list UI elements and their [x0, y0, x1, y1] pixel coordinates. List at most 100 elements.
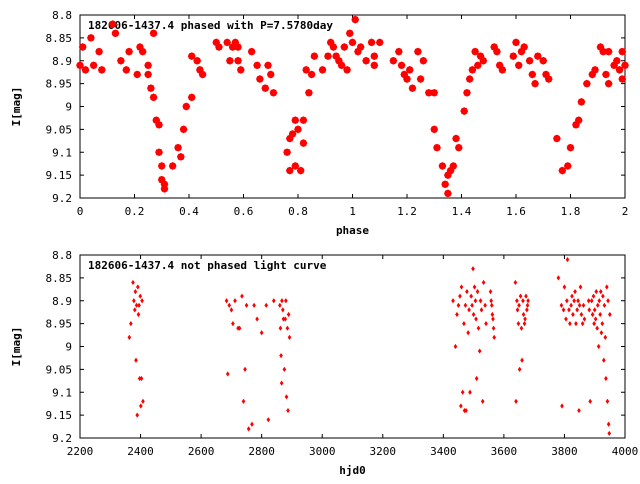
data-point	[459, 403, 463, 409]
y-axis-label: I[mag]	[10, 87, 23, 127]
data-point	[605, 398, 610, 404]
data-point	[489, 302, 494, 308]
data-point	[305, 88, 313, 97]
data-point	[581, 302, 586, 308]
data-point	[606, 421, 611, 427]
data-point	[601, 293, 605, 299]
data-point	[224, 298, 229, 304]
data-point	[244, 302, 249, 308]
data-point	[470, 302, 474, 308]
x-tick-label: 0.4	[179, 205, 199, 218]
data-point	[565, 298, 569, 304]
data-point	[444, 189, 452, 198]
data-point	[473, 61, 482, 70]
data-point	[397, 61, 406, 70]
data-point	[523, 316, 527, 322]
data-point	[580, 321, 585, 327]
data-point	[598, 311, 602, 318]
data-point	[574, 321, 578, 327]
data-point	[593, 316, 598, 322]
data-point	[491, 316, 495, 322]
data-point	[586, 298, 591, 304]
data-point	[140, 298, 144, 304]
data-point	[155, 120, 163, 129]
data-point	[498, 66, 507, 74]
data-point	[481, 279, 486, 286]
data-point	[517, 366, 522, 372]
data-point	[462, 321, 466, 327]
x-tick-label: 3600	[491, 445, 518, 458]
data-point	[76, 61, 84, 70]
data-point	[147, 84, 155, 93]
data-point	[111, 29, 120, 38]
data-point	[307, 70, 316, 79]
y-tick-label: 8.85	[46, 272, 73, 285]
data-point	[416, 75, 425, 83]
data-point	[97, 66, 106, 74]
data-point	[471, 266, 475, 272]
data-point	[578, 284, 583, 290]
x-tick-label: 0.2	[125, 205, 145, 218]
data-point	[515, 298, 519, 304]
data-point	[138, 293, 143, 299]
data-point	[451, 298, 455, 304]
data-point	[515, 307, 520, 313]
data-point	[286, 407, 290, 414]
data-point	[285, 325, 290, 331]
data-point	[493, 47, 501, 56]
data-point	[227, 302, 232, 308]
data-point	[132, 307, 137, 313]
data-point	[351, 15, 360, 24]
data-point	[433, 143, 441, 152]
data-point	[329, 43, 338, 51]
data-point	[460, 389, 465, 395]
y-tick-label: 9.2	[52, 192, 72, 205]
data-point	[479, 56, 488, 65]
data-point	[95, 47, 103, 56]
data-point	[491, 325, 496, 331]
data-point	[149, 93, 158, 102]
data-point	[608, 311, 612, 318]
data-point	[81, 66, 90, 74]
data-point	[122, 66, 131, 74]
x-tick-label: 0.8	[288, 205, 308, 218]
data-point	[596, 343, 601, 350]
data-point	[574, 116, 583, 125]
data-point	[139, 403, 143, 409]
data-point	[573, 289, 577, 295]
plot-frame	[79, 254, 626, 439]
data-point	[577, 407, 581, 414]
data-point	[337, 61, 346, 70]
data-point	[348, 38, 357, 47]
data-point	[490, 311, 495, 318]
data-point	[604, 79, 613, 88]
data-point	[144, 70, 152, 79]
data-point	[601, 357, 606, 363]
x-tick-label: 1.6	[506, 205, 526, 218]
y-tick-label: 9.1	[52, 146, 72, 159]
data-point	[403, 75, 411, 83]
y-axis-label: I[mag]	[10, 327, 23, 367]
data-point	[595, 325, 599, 331]
data-point	[310, 52, 319, 61]
data-point	[480, 398, 485, 404]
x-tick-label: 1.2	[397, 205, 417, 218]
data-point	[512, 38, 520, 47]
data-point	[465, 75, 474, 83]
x-tick-label: 0	[77, 205, 84, 218]
data-point	[602, 302, 607, 308]
data-point	[215, 43, 223, 51]
data-point	[513, 279, 518, 286]
data-point	[572, 298, 576, 304]
data-point	[576, 298, 580, 304]
data-point	[424, 88, 433, 97]
data-point	[539, 56, 548, 65]
data-point	[281, 307, 285, 313]
x-tick-label: 1.8	[561, 205, 581, 218]
y-tick-label: 8.9	[52, 295, 72, 308]
data-point	[476, 325, 481, 331]
data-point	[570, 293, 574, 299]
data-point	[241, 398, 246, 404]
data-point	[561, 307, 566, 313]
